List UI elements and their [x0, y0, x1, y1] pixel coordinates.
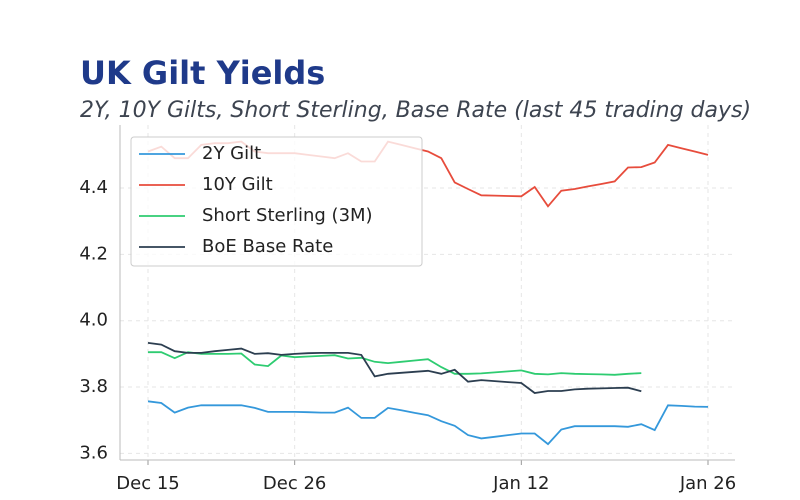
y-tick-label: 4.4 — [79, 177, 108, 198]
legend-label: 10Y Gilt — [202, 174, 273, 195]
x-tick-label: Dec 15 — [116, 473, 179, 494]
legend-label: BoE Base Rate — [202, 236, 333, 257]
x-tick-label: Jan 26 — [679, 473, 736, 494]
chart-title: UK Gilt Yields — [80, 54, 325, 92]
chart-subtitle: 2Y, 10Y Gilts, Short Sterling, Base Rate… — [80, 98, 751, 123]
line-series — [147, 342, 642, 394]
x-tick-label: Dec 26 — [263, 473, 326, 494]
legend: 2Y Gilt 10Y Gilt Short Sterling (3M) BoE Ba… — [130, 136, 423, 267]
line-series — [148, 351, 642, 376]
y-tick-label: 4.0 — [79, 310, 108, 331]
y-tick-label: 4.2 — [79, 243, 108, 264]
y-tick-label: 3.6 — [79, 442, 108, 463]
legend-label: Short Sterling (3M) — [202, 205, 373, 226]
y-tick-label: 3.8 — [79, 376, 108, 397]
line-series — [147, 400, 709, 446]
x-tick-label: Jan 12 — [492, 473, 549, 494]
legend-label: 2Y Gilt — [202, 143, 261, 164]
legend-box — [130, 136, 423, 267]
